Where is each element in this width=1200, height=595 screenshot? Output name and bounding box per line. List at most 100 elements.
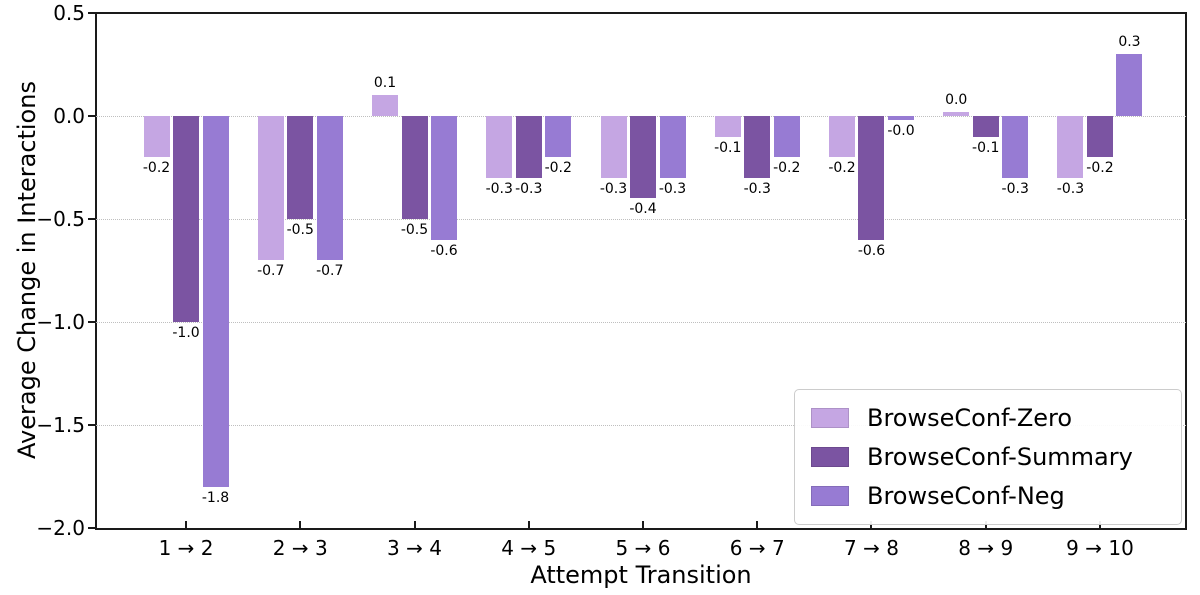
legend-label-browseconf-zero: BrowseConf-Zero bbox=[867, 403, 1073, 432]
bar-value-label: -0.6 bbox=[430, 242, 458, 259]
plot-spine-top bbox=[95, 12, 1187, 14]
y-axis-title-text: Average Change in Interactions bbox=[13, 81, 41, 459]
bar-value-label: -0.2 bbox=[544, 160, 572, 177]
bar-value-label: -0.1 bbox=[714, 139, 742, 156]
bar-BrowseConf-Zero-4→5 bbox=[486, 116, 513, 178]
x-tick-label: 4 → 5 bbox=[501, 536, 557, 560]
x-tick-label: 8 → 9 bbox=[958, 536, 1014, 560]
legend-swatch-browseconf-zero bbox=[811, 407, 849, 428]
bar-value-label: -1.0 bbox=[172, 325, 200, 341]
bar-BrowseConf-Summary-3→4 bbox=[401, 116, 428, 219]
bar-value-label: 0.0 bbox=[945, 92, 968, 108]
bar-value-label: -0.2 bbox=[828, 160, 856, 177]
bar-BrowseConf-Zero-3→4 bbox=[372, 95, 399, 116]
bar-value-label: -0.5 bbox=[400, 222, 429, 238]
y-tick-label: −1.5 bbox=[36, 413, 85, 437]
bar-value-label: -0.2 bbox=[1086, 160, 1114, 177]
legend-item-browseconf-summary: BrowseConf-Summary bbox=[811, 442, 1171, 472]
bar-value-label: -0.3 bbox=[485, 180, 513, 197]
bar-value-label: 0.1 bbox=[373, 75, 397, 92]
y-tick-mark bbox=[88, 12, 96, 14]
bar-BrowseConf-Summary-8→9 bbox=[972, 116, 999, 137]
bar-BrowseConf-Neg-8→9 bbox=[1002, 116, 1029, 178]
bar-BrowseConf-Neg-3→4 bbox=[431, 116, 458, 240]
legend-swatch-browseconf-neg bbox=[811, 486, 849, 507]
x-tick-label: 5 → 6 bbox=[615, 536, 671, 560]
bar-value-label: -0.3 bbox=[1001, 180, 1029, 197]
bar-BrowseConf-Summary-5→6 bbox=[630, 116, 656, 199]
y-tick-mark bbox=[88, 424, 96, 426]
gridline bbox=[96, 322, 1186, 323]
y-tick-label: −1.0 bbox=[36, 310, 85, 334]
bar-BrowseConf-Zero-8→9 bbox=[943, 112, 970, 116]
bar-BrowseConf-Summary-4→5 bbox=[515, 116, 542, 178]
bar-BrowseConf-Zero-5→6 bbox=[600, 116, 627, 178]
plot-area: -0.2 -0.7 0.1 -0.3 -0.3 -0.1 -0.2 0.0 -0.3 -1.0 -0… bbox=[96, 13, 1186, 528]
y-tick-label: −0.5 bbox=[36, 207, 85, 231]
bar-BrowseConf-Neg-6→7 bbox=[773, 116, 800, 158]
bar-value-label: -0.3 bbox=[1056, 180, 1085, 197]
y-tick-label: 0.5 bbox=[53, 1, 85, 25]
legend-label-browseconf-summary: BrowseConf-Summary bbox=[867, 442, 1133, 471]
x-tick-mark bbox=[413, 521, 416, 528]
x-tick-label: 7 → 8 bbox=[844, 536, 899, 560]
bar-BrowseConf-Zero-7→8 bbox=[828, 116, 855, 158]
y-tick-mark bbox=[88, 115, 96, 117]
y-tick-label: 0.0 bbox=[53, 104, 85, 128]
bar-value-label: -0.0 bbox=[887, 123, 915, 139]
y-tick-mark bbox=[88, 218, 96, 220]
bar-value-label: -0.3 bbox=[743, 180, 771, 197]
bar-value-label: -0.7 bbox=[316, 263, 344, 280]
bar-BrowseConf-Summary-1→2 bbox=[173, 116, 200, 322]
bar-value-label: -0.3 bbox=[658, 180, 687, 197]
x-tick-mark bbox=[527, 521, 530, 528]
bar-BrowseConf-Summary-9→10 bbox=[1086, 116, 1113, 158]
x-tick-label: 2 → 3 bbox=[272, 536, 328, 560]
legend-item-browseconf-zero: BrowseConf-Zero bbox=[811, 403, 1171, 433]
bar-BrowseConf-Neg-9→10 bbox=[1116, 54, 1143, 116]
x-tick-mark bbox=[756, 521, 759, 528]
bar-BrowseConf-Zero-9→10 bbox=[1057, 116, 1084, 178]
legend-swatch-browseconf-summary bbox=[811, 446, 849, 467]
legend-label-browseconf-neg: BrowseConf-Neg bbox=[867, 482, 1065, 511]
bar-BrowseConf-Neg-2→3 bbox=[316, 116, 343, 261]
bar-value-label: -1.8 bbox=[201, 489, 230, 506]
y-tick-mark bbox=[88, 321, 96, 323]
bar-value-label: -0.2 bbox=[142, 160, 171, 177]
bar-BrowseConf-Summary-2→3 bbox=[287, 116, 314, 219]
y-tick-label: −2.0 bbox=[36, 516, 85, 540]
bar-BrowseConf-Neg-1→2 bbox=[202, 116, 229, 487]
bar-BrowseConf-Summary-6→7 bbox=[744, 116, 771, 178]
plot-spine-left bbox=[95, 12, 97, 530]
x-tick-label: 6 → 7 bbox=[729, 536, 785, 560]
gridline bbox=[96, 219, 1186, 220]
x-tick-label: 9 → 10 bbox=[1066, 536, 1134, 560]
bar-BrowseConf-Summary-7→8 bbox=[858, 116, 885, 240]
y-tick-mark bbox=[88, 527, 96, 529]
plot-spine-bottom bbox=[95, 528, 1187, 530]
x-tick-mark bbox=[185, 521, 188, 528]
bar-BrowseConf-Zero-2→3 bbox=[257, 116, 284, 261]
x-tick-mark bbox=[299, 521, 302, 528]
plot-spine-right bbox=[1185, 12, 1187, 530]
bar-value-label: -0.2 bbox=[773, 160, 801, 177]
bar-BrowseConf-Zero-6→7 bbox=[714, 116, 741, 137]
bar-value-label: -0.6 bbox=[857, 242, 886, 259]
bar-value-label: -0.3 bbox=[515, 180, 543, 197]
bar-BrowseConf-Neg-5→6 bbox=[659, 116, 686, 178]
bar-BrowseConf-Neg-4→5 bbox=[545, 116, 572, 158]
bar-value-label: -0.5 bbox=[286, 222, 314, 238]
legend-item-browseconf-neg: BrowseConf-Neg bbox=[811, 481, 1171, 511]
x-tick-label: 3 → 4 bbox=[387, 536, 442, 560]
bar-value-label: -0.1 bbox=[972, 139, 1000, 156]
bar-value-label: -0.3 bbox=[599, 180, 628, 197]
x-tick-label: 1 → 2 bbox=[158, 536, 214, 560]
bar-BrowseConf-Neg-7→8 bbox=[887, 116, 914, 120]
gridline bbox=[96, 425, 1186, 426]
bar-BrowseConf-Zero-1→2 bbox=[143, 116, 170, 158]
bar-value-label: -0.4 bbox=[629, 201, 657, 218]
bar-value-label: 0.3 bbox=[1118, 34, 1141, 51]
x-axis-title: Attempt Transition bbox=[530, 561, 752, 589]
bar-value-label: -0.7 bbox=[257, 263, 285, 280]
